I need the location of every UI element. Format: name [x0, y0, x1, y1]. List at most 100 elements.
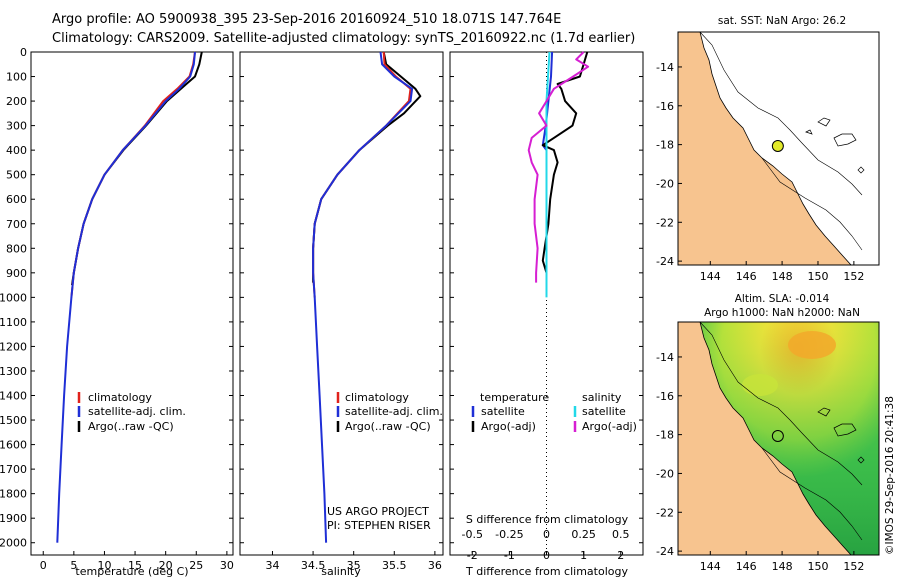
- map-y-tick-label: -24: [656, 255, 674, 268]
- salinity-legend: climatology satellite-adj. clim. Argo(..…: [336, 391, 443, 433]
- x-tick-label: 34: [265, 559, 279, 572]
- map-x-tick-label: 148: [772, 560, 793, 573]
- legend-argo: Argo(..raw -QC): [345, 420, 431, 433]
- map2-high-sla-patch: [788, 331, 836, 359]
- y-tick-label: 1300: [0, 365, 27, 378]
- climatology-salinity-line: [312, 51, 412, 298]
- map-x-tick-label: 152: [843, 560, 864, 573]
- map2-title-line2: Argo h1000: NaN h2000: NaN: [704, 307, 860, 319]
- x-tick-label: 2: [617, 549, 624, 562]
- legend-t-argo: Argo(-adj): [481, 420, 536, 433]
- x-tick-label: 0: [543, 549, 550, 562]
- s-diff-x-label: S difference from climatology: [466, 513, 629, 526]
- y-tick-label: 1600: [0, 439, 27, 452]
- map2-shelf-contour: [761, 447, 863, 541]
- legend-title-temperature: temperature: [480, 391, 549, 404]
- map1-frame: [677, 31, 880, 266]
- x2-tick-label: 0: [543, 528, 550, 541]
- satellite-salinity-line: [312, 51, 414, 543]
- map1-reefs: [805, 117, 865, 174]
- y-tick-label: 1800: [0, 488, 27, 501]
- x-tick-label: 1: [580, 549, 587, 562]
- map-y-tick-label: -20: [656, 177, 674, 190]
- map-y-tick-label: -18: [656, 429, 674, 442]
- map-y-tick-label: -20: [656, 467, 674, 480]
- x-tick-label: -1: [504, 549, 515, 562]
- map-x-tick-label: 148: [772, 270, 793, 283]
- x-tick-label: -2: [467, 549, 478, 562]
- header-line1: Argo profile: AO 5900938_395 23-Sep-2016…: [52, 12, 561, 27]
- x-tick-label: 34.5: [301, 559, 326, 572]
- x-tick-label: 10: [97, 559, 111, 572]
- y-tick-label: 400: [6, 144, 27, 157]
- sla-map: 144 146 148 150 152 -14 -16 -18 -20 -22 -24: [656, 321, 880, 573]
- map2-land: [677, 321, 852, 556]
- credit-project: US ARGO PROJECT: [327, 505, 429, 518]
- legend-title-salinity: salinity: [582, 391, 622, 404]
- legend-climatology: climatology: [345, 391, 409, 404]
- y-tick-label: 700: [6, 218, 27, 231]
- s-satellite-diff-line: [545, 51, 551, 298]
- map-y-tick-label: -22: [656, 216, 674, 229]
- credit-pi: PI: STEPHEN RISER: [327, 519, 431, 532]
- map1-title: sat. SST: NaN Argo: 26.2: [718, 15, 846, 27]
- map-y-tick-label: -24: [656, 545, 674, 558]
- y-tick-label: 1200: [0, 340, 27, 353]
- x-tick-label: 5: [70, 559, 77, 572]
- t-diff-x-label: T difference from climatology: [465, 565, 628, 578]
- salinity-panel-frame: [239, 51, 444, 556]
- y-tick-label: 1500: [0, 414, 27, 427]
- y-tick-label: 800: [6, 242, 27, 255]
- float-position-marker: [771, 139, 784, 152]
- x-tick-label: 15: [128, 559, 142, 572]
- x-tick-label: 0: [40, 559, 47, 572]
- legend-s-argo: Argo(-adj): [582, 420, 637, 433]
- map-x-tick-label: 144: [700, 270, 721, 283]
- map-x-tick-label: 150: [807, 560, 828, 573]
- map-y-tick-label: -16: [656, 390, 674, 403]
- x-tick-label: 36: [428, 559, 442, 572]
- legend-satellite: satellite-adj. clim.: [345, 405, 443, 418]
- x2-tick-label: 0.25: [571, 528, 596, 541]
- salinity-x-label: salinity: [321, 565, 361, 578]
- y-tick-label: 200: [6, 95, 27, 108]
- map-y-tick-label: -14: [656, 61, 674, 74]
- map2-frame: [677, 321, 880, 556]
- y-tick-label: 300: [6, 120, 27, 133]
- legend-climatology: climatology: [88, 391, 152, 404]
- temperature-panel-frame: [30, 51, 234, 556]
- x2-tick-label: -0.5: [462, 528, 483, 541]
- y-tick-label: 1900: [0, 512, 27, 525]
- x-tick-label: 30: [220, 559, 234, 572]
- float-position-marker: [771, 429, 784, 442]
- y-tick-label: 1400: [0, 390, 27, 403]
- imos-stamp: ©IMOS 29-Sep-2016 20:41:38: [884, 396, 896, 555]
- legend-argo: Argo(..raw -QC): [88, 420, 174, 433]
- map-y-tick-label: -18: [656, 139, 674, 152]
- header-line2: Climatology: CARS2009. Satellite-adjuste…: [52, 31, 635, 46]
- y-tick-label: 1100: [0, 316, 27, 329]
- y-tick-label: 900: [6, 267, 27, 280]
- t-argo-diff-line: [541, 51, 589, 283]
- map-x-tick-label: 150: [807, 270, 828, 283]
- x2-tick-label: -0.25: [495, 528, 523, 541]
- temperature-plot: 0100200300400500600700800900100011001200…: [0, 46, 234, 572]
- map2-title-line1: Altim. SLA: -0.014: [735, 293, 830, 305]
- map-y-tick-label: -14: [656, 351, 674, 364]
- difference-legend: temperature salinity satellite Argo(-adj…: [471, 391, 637, 433]
- difference-plot: -2 -1 0 1 2 -0.5 -0.25 0 0.25 0.5: [450, 51, 643, 562]
- map1-shelf-contour: [761, 157, 863, 251]
- argo-temperature-line: [71, 51, 203, 286]
- y-tick-label: 2000: [0, 537, 27, 550]
- map1-land: [677, 31, 852, 266]
- map-y-tick-label: -22: [656, 506, 674, 519]
- temperature-x-label: temperature (deg C): [75, 565, 188, 578]
- map-y-tick-label: -16: [656, 100, 674, 113]
- s-argo-diff-line: [527, 51, 590, 283]
- x-tick-label: 35.5: [382, 559, 407, 572]
- y-tick-label: 600: [6, 193, 27, 206]
- map-x-tick-label: 152: [843, 270, 864, 283]
- map1-reef-contour: [699, 31, 863, 196]
- y-tick-label: 1700: [0, 463, 27, 476]
